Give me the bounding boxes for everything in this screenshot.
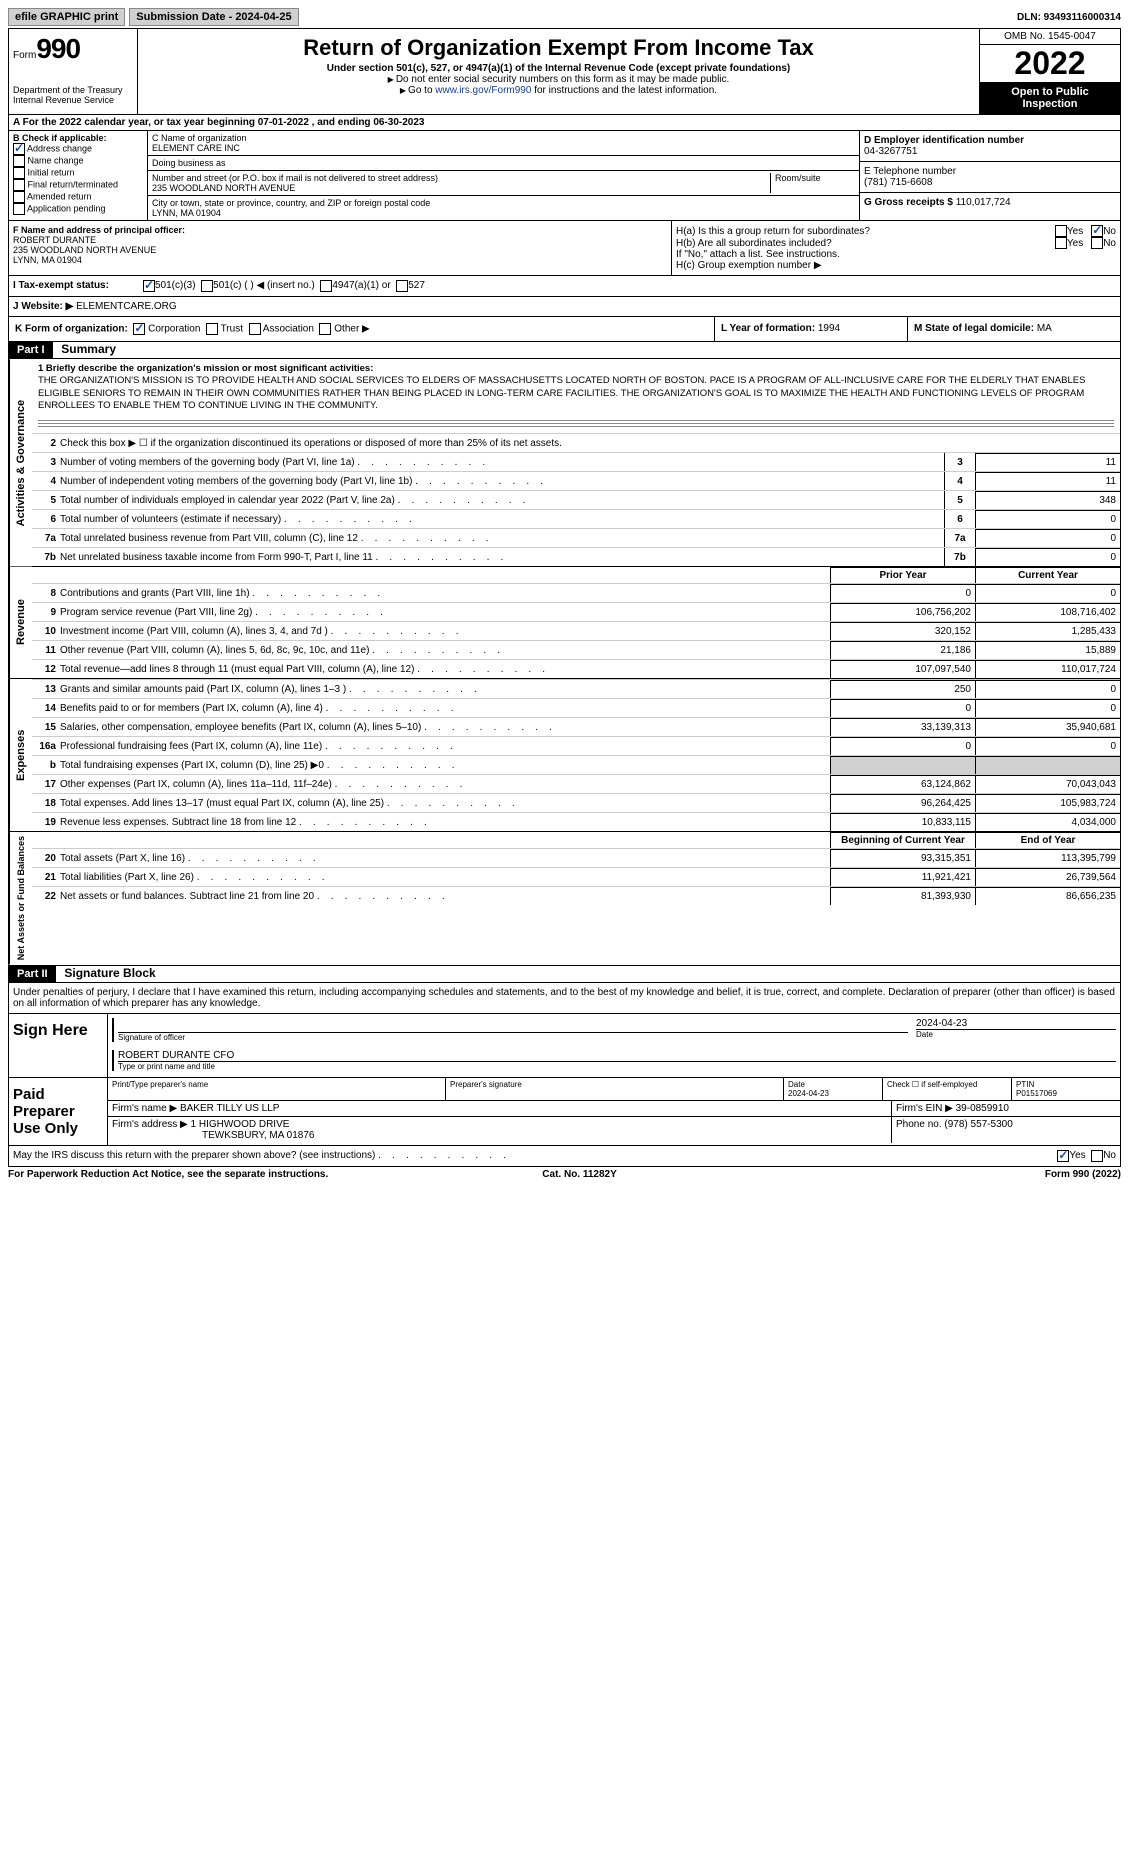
- governance-section: Activities & Governance 1 Briefly descri…: [8, 359, 1121, 567]
- ha-no-checkbox[interactable]: [1091, 225, 1103, 237]
- street-address: 235 WOODLAND NORTH AVENUE: [152, 183, 770, 193]
- mission-text: THE ORGANIZATION'S MISSION IS TO PROVIDE…: [38, 375, 1085, 411]
- hb-yes-checkbox[interactable]: [1055, 237, 1067, 249]
- 501c3-checkbox[interactable]: [143, 280, 155, 292]
- efile-button[interactable]: efile GRAPHIC print: [8, 8, 125, 26]
- tax-year: 2022: [980, 45, 1120, 82]
- section-klm: K Form of organization: Corporation Trus…: [8, 317, 1121, 342]
- ptin: P01517069: [1016, 1089, 1057, 1098]
- b-checkbox-4[interactable]: [13, 191, 25, 203]
- form-number: Form990: [13, 33, 133, 65]
- corp-checkbox[interactable]: [133, 323, 145, 335]
- b-checkbox-5[interactable]: [13, 203, 25, 215]
- telephone: (781) 715-6608: [864, 177, 1116, 188]
- topbar: efile GRAPHIC print Submission Date - 20…: [8, 8, 1121, 29]
- discuss-yes-checkbox[interactable]: [1057, 1150, 1069, 1162]
- b-checkbox-0[interactable]: [13, 143, 25, 155]
- section-d-e-g: D Employer identification number 04-3267…: [859, 131, 1120, 220]
- b-checkbox-3[interactable]: [13, 179, 25, 191]
- b-checkbox-2[interactable]: [13, 167, 25, 179]
- gross-receipts: 110,017,724: [956, 197, 1011, 208]
- b-checkbox-1[interactable]: [13, 155, 25, 167]
- dln-label: DLN: 93493116000314: [1017, 12, 1121, 23]
- ssn-note: Do not enter social security numbers on …: [142, 74, 975, 85]
- open-public-badge: Open to Public Inspection: [980, 82, 1120, 114]
- firm-phone: (978) 557-5300: [944, 1119, 1012, 1130]
- firm-name: BAKER TILLY US LLP: [180, 1103, 280, 1114]
- netassets-section: Net Assets or Fund Balances Beginning of…: [8, 832, 1121, 965]
- org-name: ELEMENT CARE INC: [152, 143, 855, 153]
- discuss-no-checkbox[interactable]: [1091, 1150, 1103, 1162]
- form-title: Return of Organization Exempt From Incom…: [142, 35, 975, 61]
- website: ELEMENTCARE.ORG: [76, 301, 177, 312]
- year-formation: 1994: [818, 323, 840, 334]
- officer-name: ROBERT DURANTE: [13, 235, 667, 245]
- firm-ein: 39-0859910: [956, 1103, 1009, 1114]
- hb-no-checkbox[interactable]: [1091, 237, 1103, 249]
- section-c: C Name of organization ELEMENT CARE INC …: [148, 131, 859, 220]
- dept-treasury: Department of the Treasury: [13, 85, 133, 95]
- signature-block: Under penalties of perjury, I declare th…: [8, 983, 1121, 1167]
- ein: 04-3267751: [864, 146, 1116, 157]
- goto-note: Go to www.irs.gov/Form990 for instructio…: [142, 85, 975, 96]
- city-state-zip: LYNN, MA 01904: [152, 208, 855, 218]
- part2-header: Part II Signature Block: [8, 966, 1121, 983]
- officer-block: F Name and address of principal officer:…: [8, 221, 1121, 276]
- section-i: I Tax-exempt status: 501(c)(3) 501(c) ( …: [8, 276, 1121, 297]
- section-a: A For the 2022 calendar year, or tax yea…: [8, 115, 1121, 131]
- section-j: J Website: ▶ ELEMENTCARE.ORG: [8, 297, 1121, 317]
- form-subtitle: Under section 501(c), 527, or 4947(a)(1)…: [142, 63, 975, 74]
- identity-block: B Check if applicable: Address change Na…: [8, 131, 1121, 221]
- revenue-section: Revenue Prior YearCurrent Year 8Contribu…: [8, 567, 1121, 679]
- section-b: B Check if applicable: Address change Na…: [9, 131, 148, 220]
- ha-yes-checkbox[interactable]: [1055, 225, 1067, 237]
- irs-label: Internal Revenue Service: [13, 95, 133, 105]
- officer-printed: ROBERT DURANTE CFO: [118, 1050, 1116, 1061]
- omb-number: OMB No. 1545-0047: [980, 29, 1120, 45]
- submission-button[interactable]: Submission Date - 2024-04-25: [129, 8, 298, 26]
- expenses-section: Expenses 13Grants and similar amounts pa…: [8, 679, 1121, 832]
- form-header: Form990 Department of the Treasury Inter…: [8, 29, 1121, 115]
- irs-link[interactable]: www.irs.gov/Form990: [435, 85, 531, 96]
- penalty-text: Under penalties of perjury, I declare th…: [9, 983, 1120, 1014]
- state-domicile: MA: [1037, 323, 1052, 334]
- part1-header: Part I Summary: [8, 342, 1121, 359]
- page-footer: For Paperwork Reduction Act Notice, see …: [8, 1167, 1121, 1180]
